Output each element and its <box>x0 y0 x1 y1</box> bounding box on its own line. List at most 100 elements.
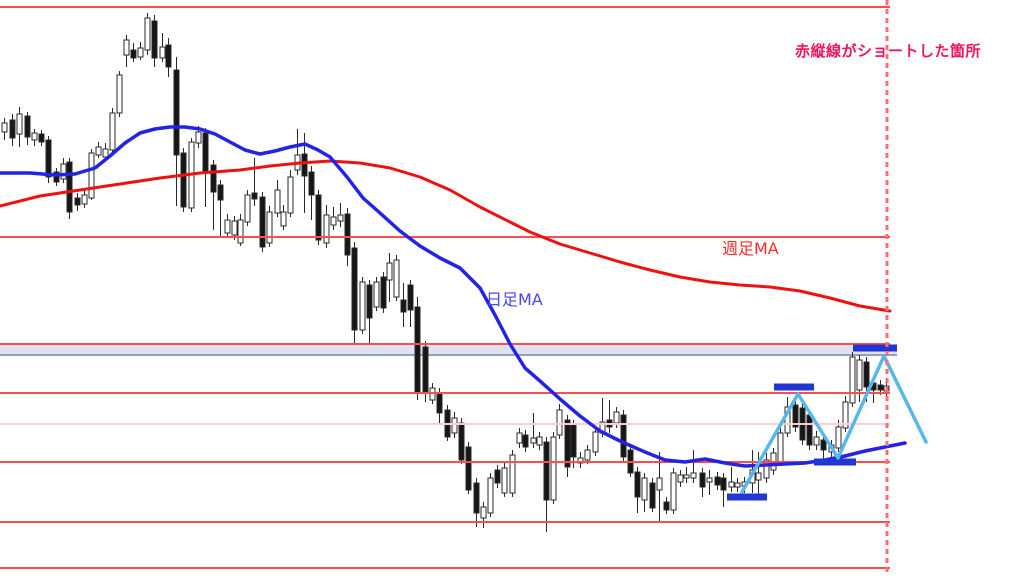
candle-body <box>755 472 762 481</box>
candle-body <box>699 472 706 488</box>
candle-body <box>564 419 571 468</box>
candle-body <box>436 392 443 414</box>
candle-body <box>422 346 429 393</box>
candle-body <box>280 211 287 227</box>
candle-body <box>159 46 166 59</box>
candle-body <box>584 449 591 461</box>
candle-body <box>137 47 144 58</box>
candle-body <box>414 306 421 394</box>
candle-body <box>31 132 38 141</box>
candle-body <box>274 189 281 214</box>
candle-body <box>337 214 344 222</box>
candle-body <box>323 214 330 244</box>
candle-body <box>195 131 202 144</box>
candle-body <box>130 49 137 59</box>
candle-body <box>835 426 842 449</box>
candle-body <box>813 436 820 446</box>
candle-body <box>516 432 523 444</box>
candle-body <box>641 477 648 501</box>
candle-body <box>763 459 770 479</box>
candle-body <box>877 384 884 391</box>
candle-body <box>714 476 721 486</box>
candle-body <box>202 132 209 174</box>
candle-body <box>806 414 813 446</box>
candle-body <box>863 361 870 388</box>
candle-body <box>81 194 88 205</box>
candle-body <box>570 424 577 458</box>
candle-body <box>266 211 273 244</box>
candle-body <box>728 481 735 488</box>
candle-body <box>465 446 472 491</box>
candle-body <box>706 477 713 483</box>
candle-body <box>373 281 380 308</box>
candle-body <box>102 148 109 158</box>
candle-body <box>224 219 231 234</box>
candle-body <box>473 482 480 514</box>
candle-body <box>400 299 407 313</box>
candle-body <box>522 434 529 448</box>
candle-body <box>1 122 8 133</box>
candle-body <box>690 472 697 479</box>
candle-body <box>550 436 557 501</box>
candle-body <box>123 39 130 56</box>
candle-body <box>842 401 849 429</box>
candle-body <box>330 216 337 226</box>
candle-body <box>656 477 663 491</box>
candle-body <box>380 276 387 309</box>
candle-body <box>649 482 656 509</box>
candle-body <box>180 152 187 208</box>
candle-body <box>165 44 172 68</box>
candle-body <box>494 469 501 484</box>
candle-body <box>95 146 102 156</box>
candle-body <box>543 441 550 501</box>
candle-body <box>24 115 31 138</box>
candle-body <box>501 467 508 494</box>
zigzag-pattern-line <box>740 354 928 494</box>
candle-body <box>9 119 16 139</box>
short-entry-note-text: 赤縦線がショートした箇所 <box>795 42 982 60</box>
candle-body <box>663 501 670 511</box>
candle-body <box>530 437 537 444</box>
daily-ma-label: 日足MA <box>486 290 543 309</box>
weekly-ma-line <box>0 159 892 313</box>
candle-body <box>60 163 67 180</box>
candle-body <box>849 356 856 404</box>
candle-body <box>634 471 641 498</box>
candle-body <box>217 184 224 201</box>
candle-body <box>116 74 123 114</box>
candle-body <box>536 436 543 446</box>
candle-body <box>451 417 458 434</box>
candle-body <box>109 112 116 151</box>
candle-body <box>16 113 23 135</box>
candle-body <box>53 171 60 183</box>
candle-body <box>259 196 266 248</box>
candle-body <box>315 194 322 241</box>
candle-body <box>66 161 73 213</box>
candle-body <box>88 152 95 199</box>
candle-body <box>301 153 308 177</box>
candle-body <box>45 139 52 178</box>
candle-body <box>620 414 627 458</box>
candle-body <box>683 474 690 479</box>
candle-body <box>237 219 244 244</box>
candle-body <box>393 259 400 298</box>
candle-body <box>458 422 465 461</box>
candle-body <box>244 194 251 223</box>
daily-ma-line <box>0 125 907 468</box>
candle-body <box>287 176 294 214</box>
candle-body <box>556 409 563 436</box>
candle-body <box>777 432 784 463</box>
candle-body <box>74 197 81 206</box>
candle-body <box>38 133 45 143</box>
candle-body <box>251 192 258 200</box>
candle-body <box>670 472 677 511</box>
candle-body <box>734 482 741 488</box>
candle-body <box>231 220 238 236</box>
candle-body <box>856 359 863 391</box>
weekly-ma-label: 週足MA <box>722 239 779 258</box>
candle-body <box>344 213 351 256</box>
candle-body <box>792 404 799 428</box>
candle-body <box>592 431 599 453</box>
